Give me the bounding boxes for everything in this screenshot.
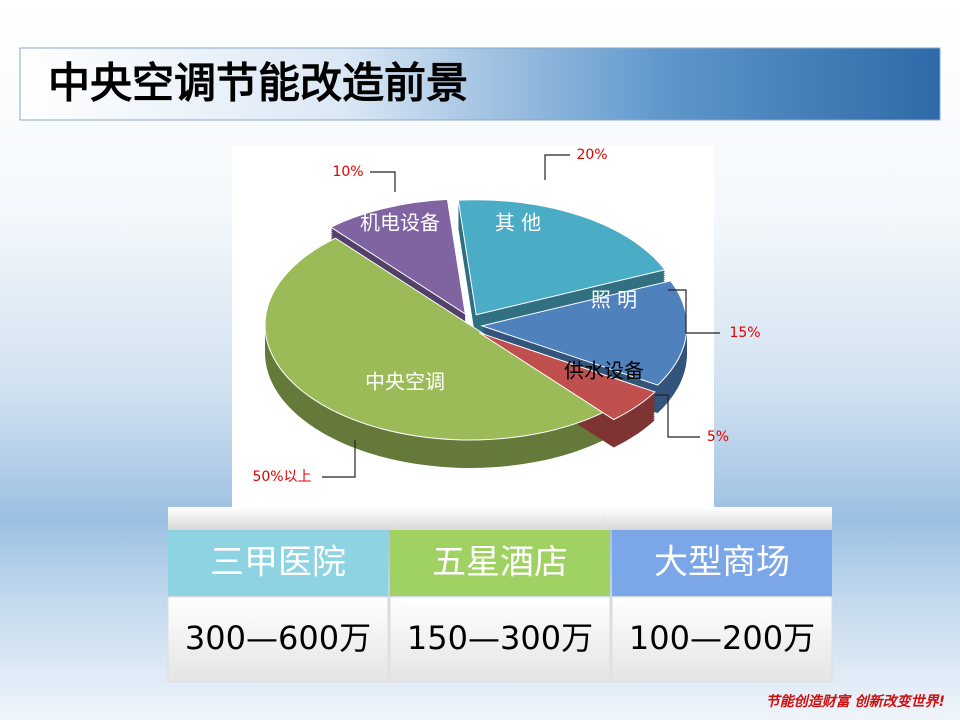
table-header: 三甲医院: [210, 543, 346, 583]
pie: 中央空调 50%以上 机电设备 10% 其 他 20% 照 明 15% 供水设备 5%: [252, 147, 760, 485]
pie-slice: [329, 198, 466, 315]
table-cell: 300—600万: [185, 619, 371, 657]
table-header: 五星酒店: [432, 543, 568, 583]
value-label: 5%: [707, 429, 729, 445]
value-label: 15%: [729, 325, 760, 341]
value-cell: [389, 596, 611, 683]
footer-slogan: 节能创造财富 创新改变世界!: [766, 693, 945, 710]
header-cell: [168, 530, 388, 596]
header-cell: [612, 530, 832, 596]
value-label: 10%: [332, 164, 363, 180]
slide-title: 中央空调节能改造前景: [48, 59, 468, 108]
bevel: [388, 507, 610, 530]
slice-label: 其 他: [495, 211, 541, 235]
value-label: 20%: [576, 147, 607, 163]
slice-label: 机电设备: [360, 211, 440, 235]
header-cell: [390, 530, 610, 596]
table-cell: 100—200万: [629, 619, 815, 657]
pie-slice: [457, 199, 666, 316]
table-cell: 150—300万: [407, 619, 593, 657]
bevel: [168, 507, 400, 530]
bevel: [600, 507, 832, 530]
slice-label: 照 明: [591, 288, 637, 312]
value-cell: [611, 596, 833, 683]
slice-label: 供水设备: [564, 359, 644, 383]
value-label: 50%以上: [252, 469, 311, 485]
value-cell: [167, 596, 389, 683]
table-header: 大型商场: [654, 543, 790, 583]
leader-lines: [322, 154, 720, 478]
pie-slice: [478, 332, 656, 421]
pie-slice: [264, 237, 606, 441]
slice-label: 中央空调: [365, 370, 445, 394]
title-bar: [19, 47, 941, 121]
